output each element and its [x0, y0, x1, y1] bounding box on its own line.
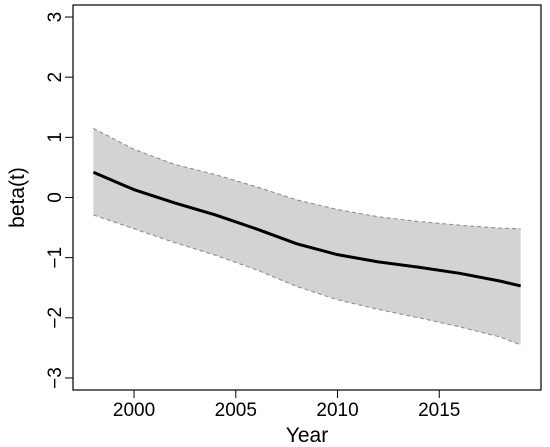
estimate-line [92, 170, 521, 288]
x-tick-label: 2000 [113, 400, 155, 421]
y-tick-label: 3 [45, 12, 66, 23]
y-tick-label: 2 [45, 72, 66, 83]
confidence-band-layer [93, 127, 521, 346]
y-tick-label: 1 [45, 132, 66, 143]
x-tick-label: 2005 [215, 400, 257, 421]
y-axis-title: beta(t) [6, 167, 29, 228]
x-axis-title: Year [286, 424, 328, 447]
upper-band-line [93, 127, 521, 230]
estimate-line-layer [92, 170, 521, 288]
x-tick-label: 2010 [316, 400, 358, 421]
y-tick-label: −2 [45, 307, 66, 329]
confidence-band-area [93, 128, 521, 345]
axes-layer [65, 4, 542, 398]
tick-labels-layer: 2000 2005 2010 2015 −3 −2 −1 0 1 2 3 [45, 12, 460, 421]
lower-band-line [93, 214, 521, 346]
y-tick-label: −3 [45, 367, 66, 389]
y-tick-label: −1 [45, 247, 66, 269]
x-tick-label: 2015 [418, 400, 460, 421]
y-tick-label: 0 [45, 192, 66, 203]
